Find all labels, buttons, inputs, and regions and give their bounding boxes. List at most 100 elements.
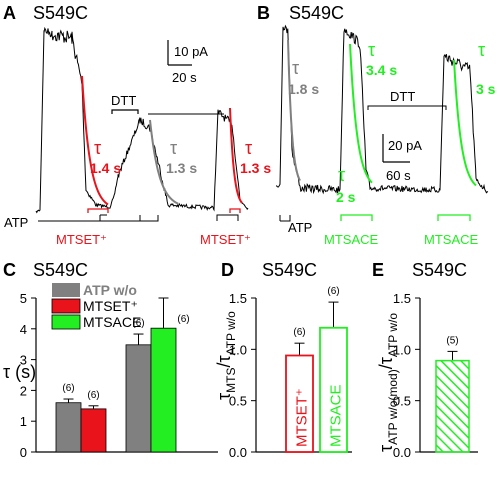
panel-y-tick-label: 0.0: [393, 445, 411, 460]
panel-a-letter: A: [3, 3, 16, 23]
panel-c-bar: [150, 327, 177, 453]
panel-d: D S549C τMTS/τATP w/o 0.00.51.01.5(6)MTS…: [214, 260, 352, 460]
panel-a-tau-value-1: 1.4 s: [90, 160, 121, 176]
panel-a-title: S549C: [33, 3, 88, 23]
panel-b-scalebar-y: 20 pA: [388, 138, 422, 153]
panel-bar: [319, 326, 348, 453]
panel-b-atp-bar: [279, 215, 291, 222]
panel-d-ylabel-den-main: τ: [214, 355, 234, 362]
panel-c: C S549C τ (s) 0 1 2 3 4 5 (6) (6) (6) (6) ATP w/o…: [3, 260, 218, 460]
panel-d-title: S549C: [262, 260, 317, 280]
panel-a-trace: [35, 26, 249, 214]
panel-e-ylabel-slash: /: [376, 364, 396, 369]
panel-a-scalebar-x: 20 s: [172, 70, 197, 85]
panel-n-label: (5): [446, 335, 458, 346]
panel-c-y-tick-label: 0: [20, 445, 27, 460]
panel-d-letter: D: [221, 260, 234, 280]
panel-n-label: (6): [327, 286, 339, 297]
panel-e-ylabel-den-sub: ATP w/o: [386, 313, 400, 358]
panel-e: E S549C τATP w/o(mod)/τATP w/o 0.0 0.5 1.0…: [372, 260, 478, 460]
panel-e-ylabel-den-main: τ: [376, 357, 396, 364]
panel-d-ylabel-main: τ: [214, 393, 234, 400]
panel-c-legend-text-2: MTSACE: [83, 314, 141, 330]
panel-b-mtsace-label-2: MTSACE: [424, 232, 479, 247]
panel-c-title: S549C: [33, 260, 88, 280]
panel-c-bar: [125, 344, 152, 453]
panel-c-n-label: (6): [87, 390, 99, 401]
panel-a-mtset-label-2: MTSET⁺: [200, 232, 251, 247]
panel-b-tau-value-1: 1.8 s: [288, 81, 319, 97]
panel-c-legend-swatch-1: [51, 298, 81, 314]
panel-b-mtsace-bar-1: [340, 214, 373, 221]
panel-c-letter: C: [3, 260, 16, 280]
panel-a-tau-value-2: 1.3 s: [166, 160, 197, 176]
panel-e-title: S549C: [412, 260, 467, 280]
panel-b-trace: [275, 24, 489, 195]
panel-e-ylabel-main: τ: [376, 445, 396, 452]
panel-c-legend-text-1: MTSET⁺: [83, 298, 138, 314]
panel-y-tick-label: 1.0: [393, 342, 411, 357]
panel-b-fit-mtsace-1: [349, 43, 373, 184]
panel-c-n-label: (6): [62, 383, 74, 394]
panel-d-ylabel-slash: /: [214, 363, 234, 368]
panel-b-dtt-bar: [367, 105, 447, 110]
panel-a-fit-mtset-2: [229, 107, 243, 204]
panel-c-y-tick-label: 2: [20, 383, 27, 398]
panel-a-atp-label: ATP: [4, 215, 28, 230]
panel-b: B S549C 20 pA 60 s ATP MTSACE DTT MTSACE…: [257, 3, 496, 247]
panel-b-tau-symbol-1: τ: [292, 58, 299, 78]
panel-y-tick-label: 0.5: [393, 394, 411, 409]
panel-a-scalebar-y: 10 pA: [174, 44, 208, 59]
panel-a-mtset-bar-2: [229, 208, 241, 213]
panel-c-n-label: (6): [177, 314, 189, 325]
panel-c-y-tick-label: 1: [20, 414, 27, 429]
panel-c-n-label: (6): [132, 318, 144, 329]
panel-e-letter: E: [372, 260, 384, 280]
panel-a-atp-bar-2: [140, 214, 239, 222]
panel-d-ylabel: τMTS/τATP w/o: [214, 311, 238, 400]
panel-a-tau-symbol-1: τ: [94, 138, 101, 158]
panel-d-ylabel-den-sub: ATP w/o: [224, 311, 238, 356]
panel-b-tau-value-4: 3 s: [476, 81, 496, 97]
panel-b-mtsace-label-1: MTSACE: [324, 232, 379, 247]
panel-b-tau-value-2: 3.4 s: [366, 62, 397, 78]
panel-a-scalebar: [167, 40, 192, 66]
panel-e-ylabel: τATP w/o(mod)/τATP w/o: [376, 313, 400, 452]
panel-b-tau-value-3: 2 s: [336, 189, 356, 205]
panel-a-fit-dtt: [149, 119, 179, 205]
panel-y-tick-label: 0.0: [229, 445, 247, 460]
panel-c-legend-text-0: ATP w/o: [83, 282, 137, 298]
panel-y-tick-label: 1.5: [393, 291, 411, 306]
panel-c-bar: [80, 408, 107, 453]
panel-b-atp-label: ATP: [288, 220, 312, 235]
panel-a-tau-symbol-2: τ: [170, 138, 177, 158]
panel-c-ylabel: τ (s): [3, 362, 36, 382]
panel-a-atp-bar: [38, 214, 141, 222]
panel-c-bar: [55, 402, 82, 453]
panel-b-tau-symbol-2: τ: [368, 40, 375, 60]
panel-bar: [285, 354, 314, 453]
panel-c-y-tick-label: 4: [20, 322, 27, 337]
panel-y-tick-label: 0.5: [229, 394, 247, 409]
panel-b-fit-mtsace-2: [453, 59, 477, 187]
panel-d-ylabel-sub: MTS: [224, 368, 238, 393]
panel-c-legend-swatch-0: [52, 283, 80, 297]
panel-b-title: S549C: [289, 3, 344, 23]
panel-n-label: (6): [293, 327, 305, 338]
panel-a-fit-mtset-1: [81, 75, 109, 206]
panel-bar-label: MTSACE: [328, 384, 345, 447]
panel-c-y-tick-label: 3: [20, 353, 27, 368]
panel-a-dtt-bar: [111, 109, 139, 114]
panel-bar-label: MTSET⁺: [294, 388, 311, 447]
panel-b-tau-symbol-3: τ: [338, 165, 345, 185]
panel-a: A S549C 10 pA 20 s ATP MTSET⁺ DTT MTSET⁺…: [3, 3, 271, 247]
panel-b-fit-atp: [287, 39, 301, 182]
panel-a-mtset-bar-1: [87, 208, 109, 213]
panel-b-scalebar: [382, 134, 410, 163]
panel-b-letter: B: [257, 3, 270, 23]
panel-bar: [435, 359, 470, 453]
panel-b-scalebar-x: 60 s: [386, 168, 411, 183]
panel-b-dtt-label: DTT: [390, 89, 415, 104]
panel-y-tick-label: 1.0: [229, 342, 247, 357]
